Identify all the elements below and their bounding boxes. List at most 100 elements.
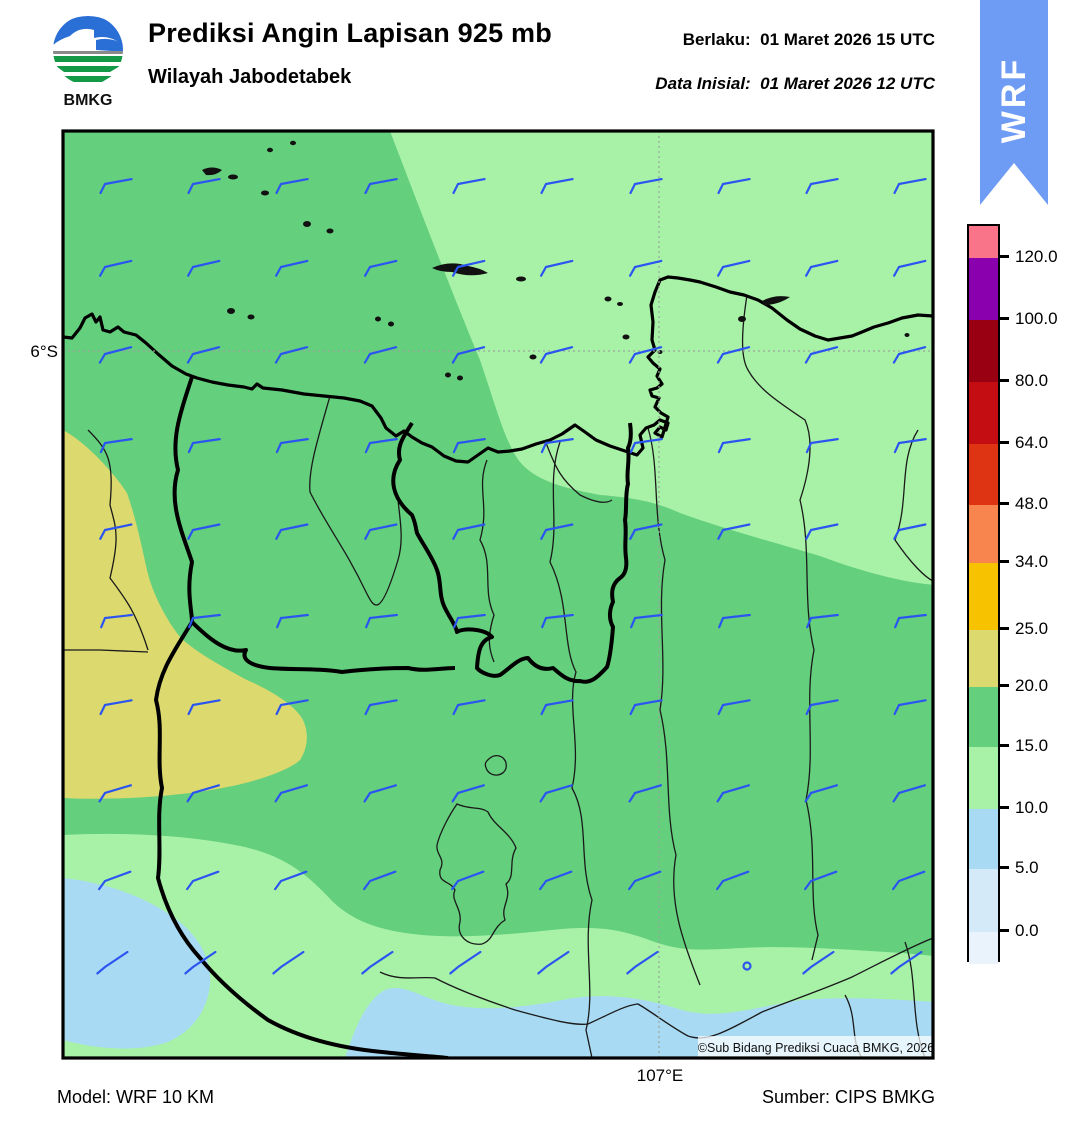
- legend-colorbar: [967, 224, 1000, 964]
- legend-segment: [969, 809, 998, 869]
- wind-barb: [274, 870, 308, 891]
- wind-barb: [629, 699, 663, 716]
- legend-tick-label: 34.0: [1015, 551, 1049, 571]
- legend-segment: [969, 505, 998, 563]
- legend-tick: [1000, 805, 1009, 809]
- wind-barb: [627, 870, 662, 891]
- legend: 120.0 100.0 80.0 64.0 48.0 34.0 25.0 20.0 15.0 10…: [967, 224, 1081, 964]
- legend-tick-label: 20.0: [1015, 675, 1049, 695]
- fill-10-15-northeast: [390, 131, 933, 585]
- wind-barb: [275, 438, 309, 454]
- legend-tick: [1000, 743, 1009, 747]
- wind-barb: [629, 178, 663, 195]
- wind-barb: [99, 523, 133, 540]
- wind-barb: [187, 699, 221, 716]
- wind-barb: [98, 784, 132, 803]
- legend-segment: [969, 444, 998, 505]
- legend-tick: [1000, 683, 1009, 687]
- islands: [202, 140, 910, 381]
- legend-tick-label: 15.0: [1015, 735, 1049, 755]
- wind-barb: [187, 178, 221, 195]
- wind-barb: [539, 784, 574, 803]
- wind-barb: [629, 523, 663, 540]
- wind-barb: [893, 699, 927, 716]
- wind-barb: [186, 784, 220, 803]
- copyright-text: ©Sub Bidang Prediksi Cuaca BMKG, 2026: [698, 1041, 934, 1055]
- wind-barbs: [96, 178, 927, 975]
- wind-barb: [187, 523, 221, 540]
- wind-barb: [272, 950, 305, 975]
- wind-barb: [275, 178, 309, 195]
- wind-barb: [363, 346, 398, 364]
- province-boundary: [154, 376, 456, 1058]
- wind-barb: [805, 178, 839, 195]
- wind-barb: [804, 259, 839, 277]
- wind-barb: [893, 438, 927, 454]
- wind-barb: [891, 870, 926, 891]
- wind-barb: [99, 178, 133, 195]
- fill-10-15-south: [63, 833, 933, 1058]
- wind-barb: [540, 699, 574, 716]
- wind-barb: [99, 699, 133, 716]
- wind-barb: [96, 950, 129, 975]
- wind-barb: [537, 950, 570, 975]
- wind-barb: [452, 699, 486, 716]
- bmkg-logo: BMKG: [53, 15, 123, 108]
- wind-barb: [275, 699, 309, 716]
- wind-barb: [629, 438, 663, 454]
- wind-barb: [452, 523, 486, 540]
- wind-barb: [539, 346, 574, 364]
- wind-barb: [452, 178, 486, 195]
- wind-barb: [274, 346, 309, 364]
- legend-segment: [969, 932, 998, 964]
- wind-barb: [364, 438, 398, 454]
- wind-barb: [98, 259, 133, 277]
- legend-tick: [1000, 865, 1009, 869]
- wind-barb: [717, 523, 751, 540]
- legend-tick: [1000, 559, 1009, 563]
- legend-tick: [1000, 626, 1009, 630]
- page-subtitle: Wilayah Jabodetabek: [148, 66, 352, 88]
- calm-wind-circle: [742, 961, 752, 971]
- wind-barb: [630, 613, 663, 629]
- legend-segment: [969, 563, 998, 630]
- wind-barb: [717, 178, 751, 195]
- legend-segment: [969, 747, 998, 809]
- wind-barb: [715, 870, 750, 891]
- wind-barb: [805, 438, 839, 454]
- wind-barb: [717, 438, 751, 454]
- legend-tick: [1000, 501, 1009, 505]
- wind-barb: [364, 523, 398, 540]
- wind-barb: [274, 784, 308, 803]
- wind-barb: [99, 438, 133, 454]
- legend-tick: [1000, 254, 1009, 258]
- legend-tick-label: 64.0: [1015, 432, 1049, 452]
- longitude-label: 107°E: [636, 1066, 684, 1085]
- map-border: [61, 129, 935, 1060]
- wind-barb: [363, 870, 397, 891]
- wind-barb: [364, 699, 398, 716]
- wind-barb: [802, 950, 835, 975]
- wind-barb: [98, 346, 133, 364]
- wind-barb: [894, 613, 927, 629]
- wind-barb: [717, 699, 751, 716]
- wind-barb: [361, 950, 394, 975]
- wind-barb: [188, 613, 221, 629]
- wind-barb: [628, 784, 663, 803]
- wind-barb: [893, 178, 927, 195]
- wind-barb: [453, 613, 486, 629]
- fill-20-25-west: [63, 430, 307, 799]
- logo-art: [53, 16, 123, 82]
- legend-tick: [1000, 378, 1009, 382]
- legend-tick-label: 80.0: [1015, 370, 1049, 390]
- wind-barb: [540, 178, 574, 195]
- wind-barb: [540, 438, 574, 454]
- legend-segment: [969, 258, 998, 320]
- wrf-ribbon: WRF: [980, 0, 1048, 205]
- wind-barb: [804, 784, 839, 803]
- wind-barb: [452, 259, 486, 277]
- legend-tick-label: 48.0: [1015, 493, 1049, 513]
- wind-barb: [628, 346, 663, 364]
- wind-barb: [892, 346, 927, 364]
- wind-barb: [806, 613, 839, 629]
